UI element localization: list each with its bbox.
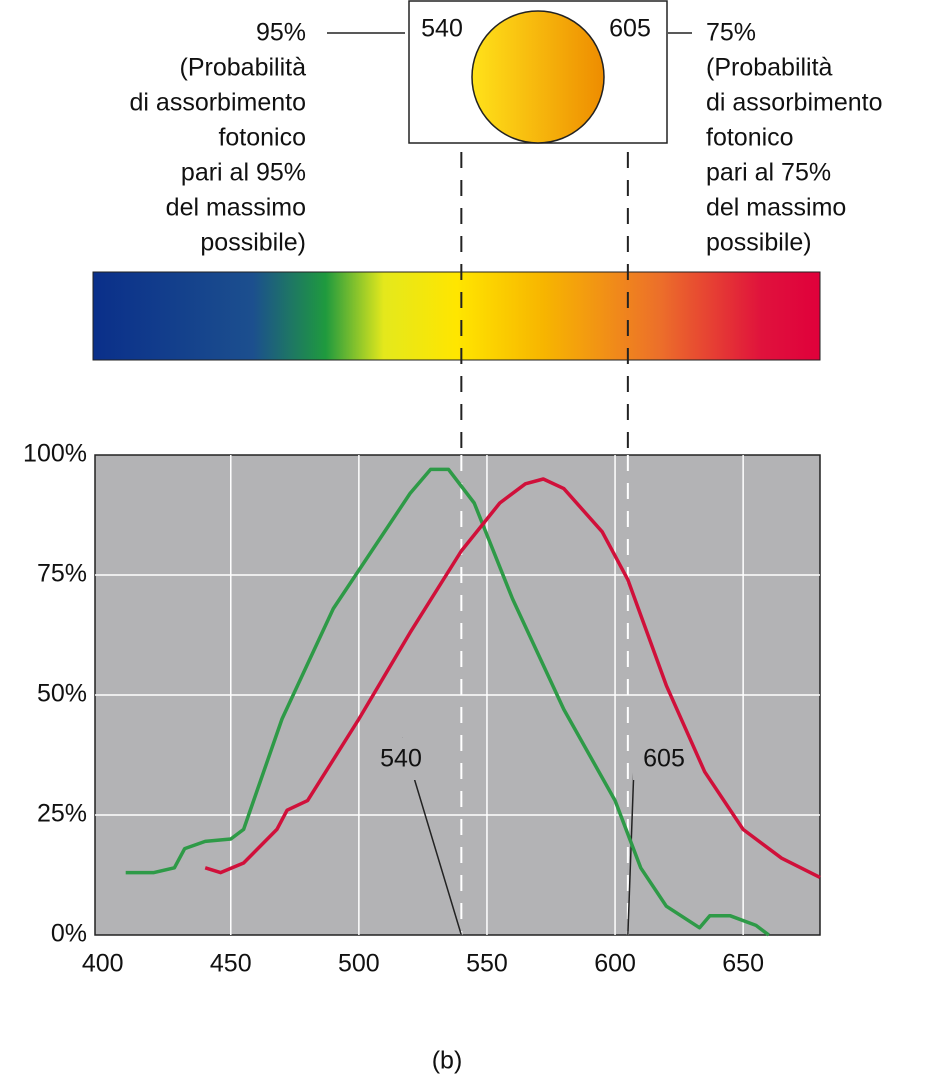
note-left: fotonico [218,124,306,152]
note-left: pari al 95% [181,159,306,187]
color-sample [472,11,604,143]
note-right: (Probabilità [706,54,833,82]
marker-label: 540 [380,745,422,773]
caption: (b) [432,1047,463,1075]
note-right: fotonico [706,124,794,152]
x-tick-label: 450 [210,950,252,978]
x-tick-label: 650 [722,950,764,978]
y-tick-label: 25% [37,800,87,828]
spectrum-bar [93,272,820,360]
note-right: 75% [706,19,756,47]
note-right: pari al 75% [706,159,831,187]
marker-label: 605 [643,745,685,773]
x-tick-label: 400 [82,950,124,978]
note-left: (Probabilità [180,54,307,82]
y-tick-label: 0% [51,920,87,948]
note-right: del massimo [706,194,846,222]
note-left: possibile) [200,229,306,257]
note-left: di assorbimento [130,89,306,117]
note-right: possibile) [706,229,812,257]
chart: (b) 0% 25% 50% 75% 100% 400 450 500 550 600 650 540… [0,0,926,1086]
marker-label: 540 [421,15,463,43]
note-right: di assorbimento [706,89,882,117]
marker-label: 605 [609,15,651,43]
x-tick-label: 550 [466,950,508,978]
x-tick-label: 600 [594,950,636,978]
note-left: 95% [256,19,306,47]
y-tick-label: 100% [23,440,87,468]
x-tick-label: 500 [338,950,380,978]
note-left: del massimo [166,194,306,222]
y-tick-label: 75% [37,560,87,588]
y-tick-label: 50% [37,680,87,708]
